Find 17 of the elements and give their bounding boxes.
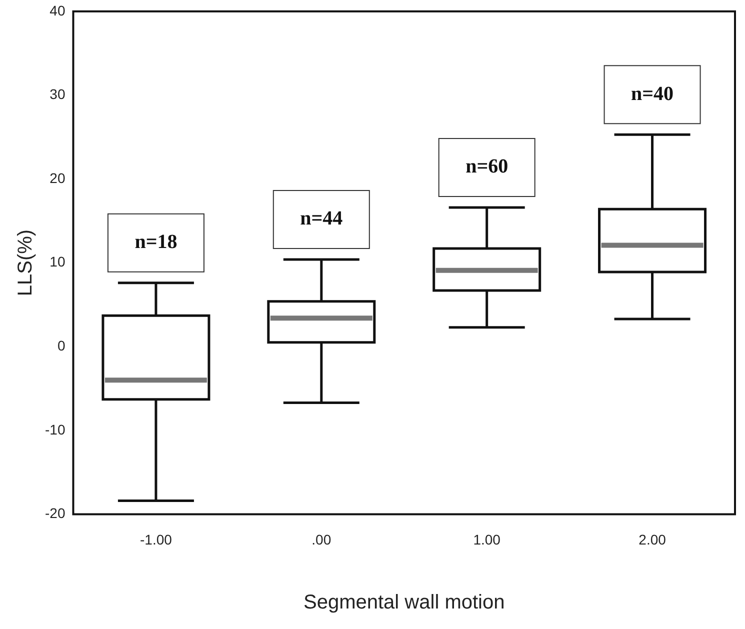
x-tick-label: .00 xyxy=(312,531,332,548)
x-axis-title: Segmental wall motion xyxy=(304,592,505,614)
y-axis-title: LLS(%) xyxy=(14,229,37,296)
x-tick-label: 2.00 xyxy=(638,531,666,548)
annotation: n=40 xyxy=(631,82,674,105)
x-tick-label: 1.00 xyxy=(473,531,501,548)
annotation: n=60 xyxy=(466,156,508,178)
y-tick-label: -20 xyxy=(45,505,66,522)
y-tick-label: 40 xyxy=(50,2,66,18)
annotation: n=18 xyxy=(134,231,178,254)
y-tick-label: 0 xyxy=(57,337,66,354)
y-tick-label: 20 xyxy=(50,170,66,186)
x-tick-label: -1.00 xyxy=(140,531,172,548)
y-tick-label: 10 xyxy=(50,254,66,270)
y-tick-label: 30 xyxy=(50,86,66,102)
annotation: n=44 xyxy=(300,208,343,230)
y-tick-label: -10 xyxy=(45,421,66,438)
